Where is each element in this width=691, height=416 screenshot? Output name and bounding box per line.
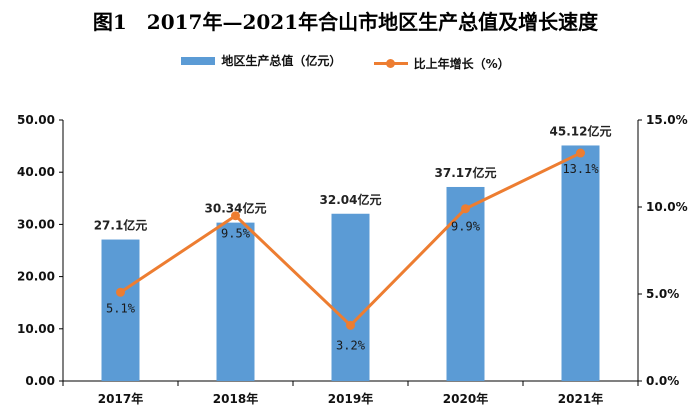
bar-data-label: 45.12亿元 bbox=[550, 123, 612, 138]
line-point bbox=[346, 320, 355, 330]
x-tick-label: 2021年 bbox=[558, 391, 603, 406]
line-point bbox=[461, 204, 470, 214]
y-left-tick-label: 10.00 bbox=[17, 322, 55, 336]
bar bbox=[101, 239, 140, 381]
bar bbox=[446, 186, 485, 381]
legend-swatch-line bbox=[373, 58, 408, 68]
x-tick-label: 2020年 bbox=[443, 391, 488, 406]
y-right-tick-label: 10.0% bbox=[646, 200, 688, 214]
legend-item-growth: 比上年增长（%） bbox=[373, 55, 510, 72]
x-tick-label: 2018年 bbox=[213, 391, 258, 406]
y-left-tick-label: 20.00 bbox=[17, 270, 55, 284]
line-data-label: 9.5% bbox=[221, 227, 251, 241]
y-left-tick-label: 40.00 bbox=[17, 165, 55, 179]
legend-swatch-bar bbox=[181, 56, 216, 65]
y-right-tick-label: 0.0% bbox=[646, 374, 679, 388]
bar-data-label: 30.34亿元 bbox=[205, 201, 267, 216]
legend-item-gdp: 地区生产总值（亿元） bbox=[181, 52, 341, 69]
line-point bbox=[576, 148, 585, 158]
y-left-tick-label: 30.00 bbox=[17, 217, 55, 231]
line-data-label: 5.1% bbox=[106, 301, 136, 315]
legend: 地区生产总值（亿元） 比上年增长（%） bbox=[0, 52, 691, 72]
bar-data-label: 27.1亿元 bbox=[94, 218, 148, 233]
y-left-tick-label: 50.00 bbox=[17, 113, 55, 127]
bar-data-label: 32.04亿元 bbox=[320, 192, 382, 207]
line-point bbox=[231, 211, 240, 221]
line-data-label: 9.9% bbox=[451, 220, 481, 234]
bar bbox=[216, 222, 255, 381]
bar bbox=[561, 145, 600, 381]
x-tick-label: 2017年 bbox=[98, 391, 143, 406]
y-right-tick-label: 5.0% bbox=[646, 287, 679, 301]
line-data-label: 3.2% bbox=[336, 338, 366, 352]
line-point bbox=[116, 287, 125, 297]
chart-title: 图1 2017年—2021年合山市地区生产总值及增长速度 bbox=[92, 10, 599, 34]
legend-label-growth: 比上年增长（%） bbox=[413, 56, 510, 71]
y-left-tick-label: 0.00 bbox=[25, 374, 55, 388]
y-right-tick-label: 15.0% bbox=[646, 113, 688, 127]
line-data-label: 13.1% bbox=[562, 162, 599, 176]
bar-data-label: 37.17亿元 bbox=[435, 165, 497, 180]
bar bbox=[331, 213, 370, 381]
x-tick-label: 2019年 bbox=[328, 391, 373, 406]
legend-label-gdp: 地区生产总值（亿元） bbox=[221, 54, 342, 68]
